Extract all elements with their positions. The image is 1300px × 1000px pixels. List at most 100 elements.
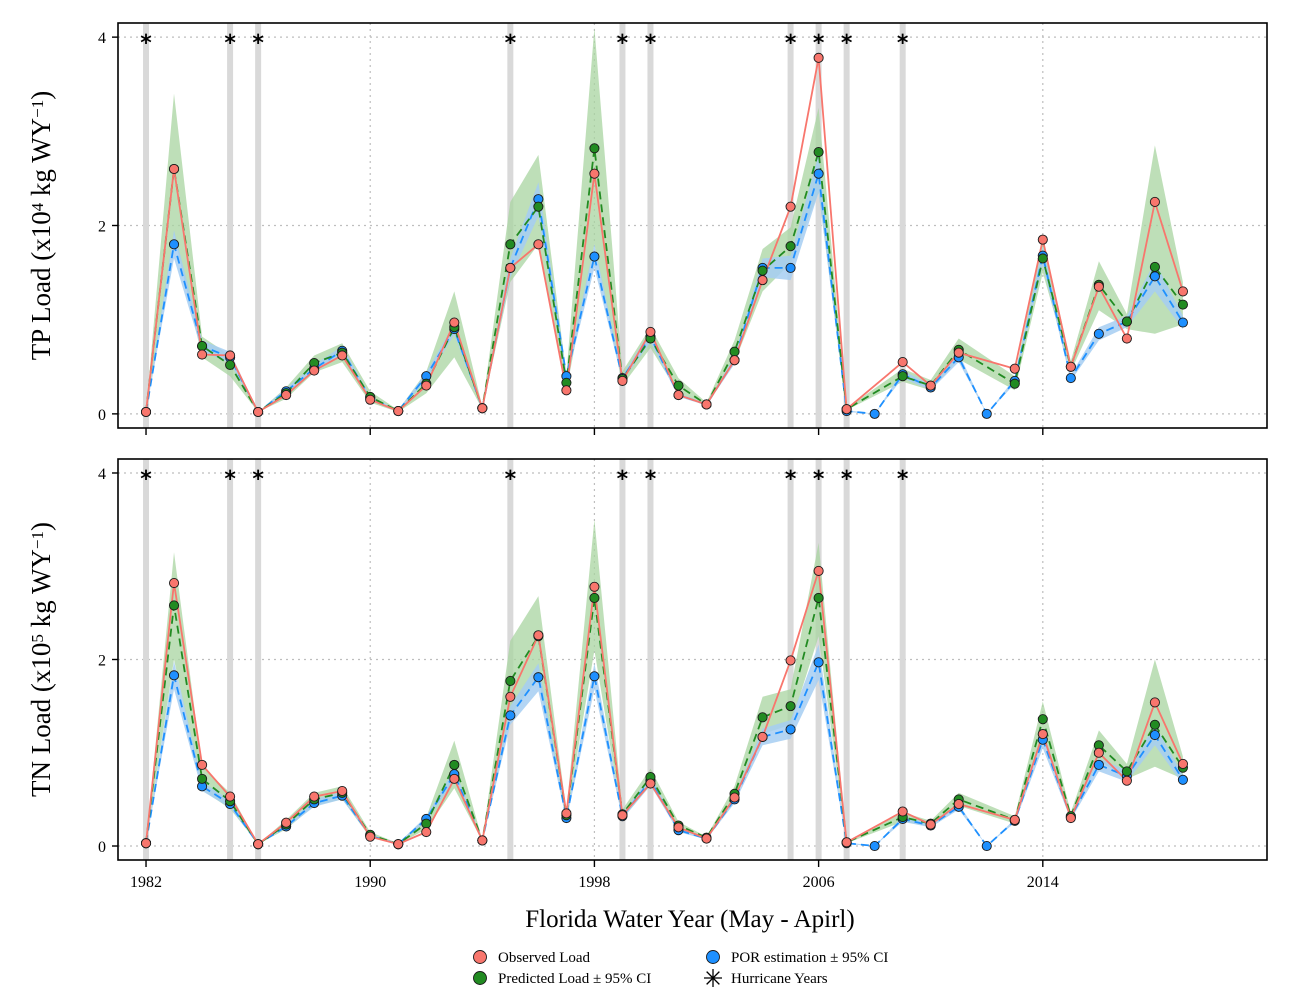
hurricane-year-band [143,459,150,860]
observed-point [505,691,516,702]
observed-point [1037,234,1048,245]
predicted-point [197,773,208,784]
hurricane-year-band [619,459,626,860]
observed-point [477,403,488,414]
observed-point [1177,286,1188,297]
x-tick-label: 2006 [803,874,835,891]
hurricane-marker: * [785,31,797,56]
observed-point [477,835,488,846]
y-tick-label: 0 [98,839,106,856]
predicted-line [145,148,1184,414]
observed-point [281,817,292,828]
observed-point [309,365,320,376]
hurricane-year-band [899,459,906,860]
hurricane-marker: * [813,31,825,56]
por-point [1149,729,1160,741]
plot-frame [117,22,1268,429]
legend: Observed Load Predicted Load ± 95% CI POR … [473,950,888,987]
por-legend-swatch [706,950,720,964]
observed-point [701,399,712,410]
observed-point [421,826,432,838]
observed-point [140,838,152,849]
hurricane-year-band [255,459,262,860]
y-axis-label-superscript: −1 [28,100,47,118]
hurricane-marker: * [224,31,236,56]
hurricane-marker: * [813,467,825,492]
hurricane-marker: * [645,31,657,56]
predicted-point [589,143,600,154]
observed-point [1009,363,1020,374]
asterisk-stroke [706,971,720,985]
predicted-legend-swatch [473,971,487,985]
predicted-point [225,359,236,370]
por-point [813,657,824,668]
predicted-point [897,371,908,382]
hurricane-marker: * [841,31,853,56]
observed-point [1009,814,1020,825]
por-point [1065,373,1076,384]
observed-point [813,52,824,63]
observed-point [281,389,292,401]
y-axis-label: TN Load (x105 kg WY−1) [26,522,56,797]
observed-point [729,792,740,803]
observed-point [1037,729,1048,740]
hurricane-year-band [899,23,906,428]
observed-point [841,404,852,415]
hurricane-year-band [647,23,654,428]
observed-point [197,349,208,360]
predicted-point [1149,719,1160,730]
por-ci-band [146,644,1183,846]
y-tick-label: 4 [98,30,106,47]
predicted-point [421,818,432,829]
observed-point [645,326,656,337]
observed-point [225,791,236,802]
observed-point [1093,747,1104,758]
predicted-point [197,341,208,352]
observed-line [145,57,1184,414]
observed-point [1065,812,1076,824]
observed-point [561,808,572,819]
por-point [869,408,880,419]
y-axis-label-part: TN Load (x10 [26,643,56,797]
hurricane-year-band [647,459,654,860]
hurricane-marker: * [897,467,909,492]
y-axis-label-part: kg WY [26,118,56,203]
por-point [168,239,180,250]
observed-point [309,791,320,802]
observed-legend-swatch [473,950,487,964]
observed-point [1093,281,1104,292]
por-line [145,173,1184,416]
predicted-point [1037,714,1048,725]
hurricane-marker: * [252,31,264,56]
hurricane-year-band [143,23,150,428]
por-point [1177,317,1188,328]
predicted-point [589,592,600,604]
predicted-point [673,380,684,391]
predicted-point [1177,299,1188,310]
observed-point [1149,196,1160,208]
observed-point [561,385,572,396]
observed-point [757,275,768,286]
observed-point [785,201,796,212]
observed-point [168,577,180,589]
predicted-point [1121,316,1132,327]
predicted-point [757,712,768,723]
observed-point [701,833,712,844]
hurricane-marker: * [617,31,629,56]
observed-point [140,406,152,418]
hurricane-year-band [843,23,850,428]
observed-point [393,405,404,417]
hurricane-year-band [787,23,794,428]
observed-point [393,839,404,850]
x-tick-label: 2014 [1027,874,1059,891]
y-axis-label: TP Load (x104 kg WY−1) [26,91,56,361]
predicted-point [785,241,796,252]
observed-point [785,655,796,666]
por-point [589,671,600,682]
observed-point [337,785,348,797]
hurricane-marker: * [505,467,517,492]
hurricane-marker: * [785,467,797,492]
predicted-point [1149,261,1160,272]
hurricane-marker: * [897,31,909,56]
